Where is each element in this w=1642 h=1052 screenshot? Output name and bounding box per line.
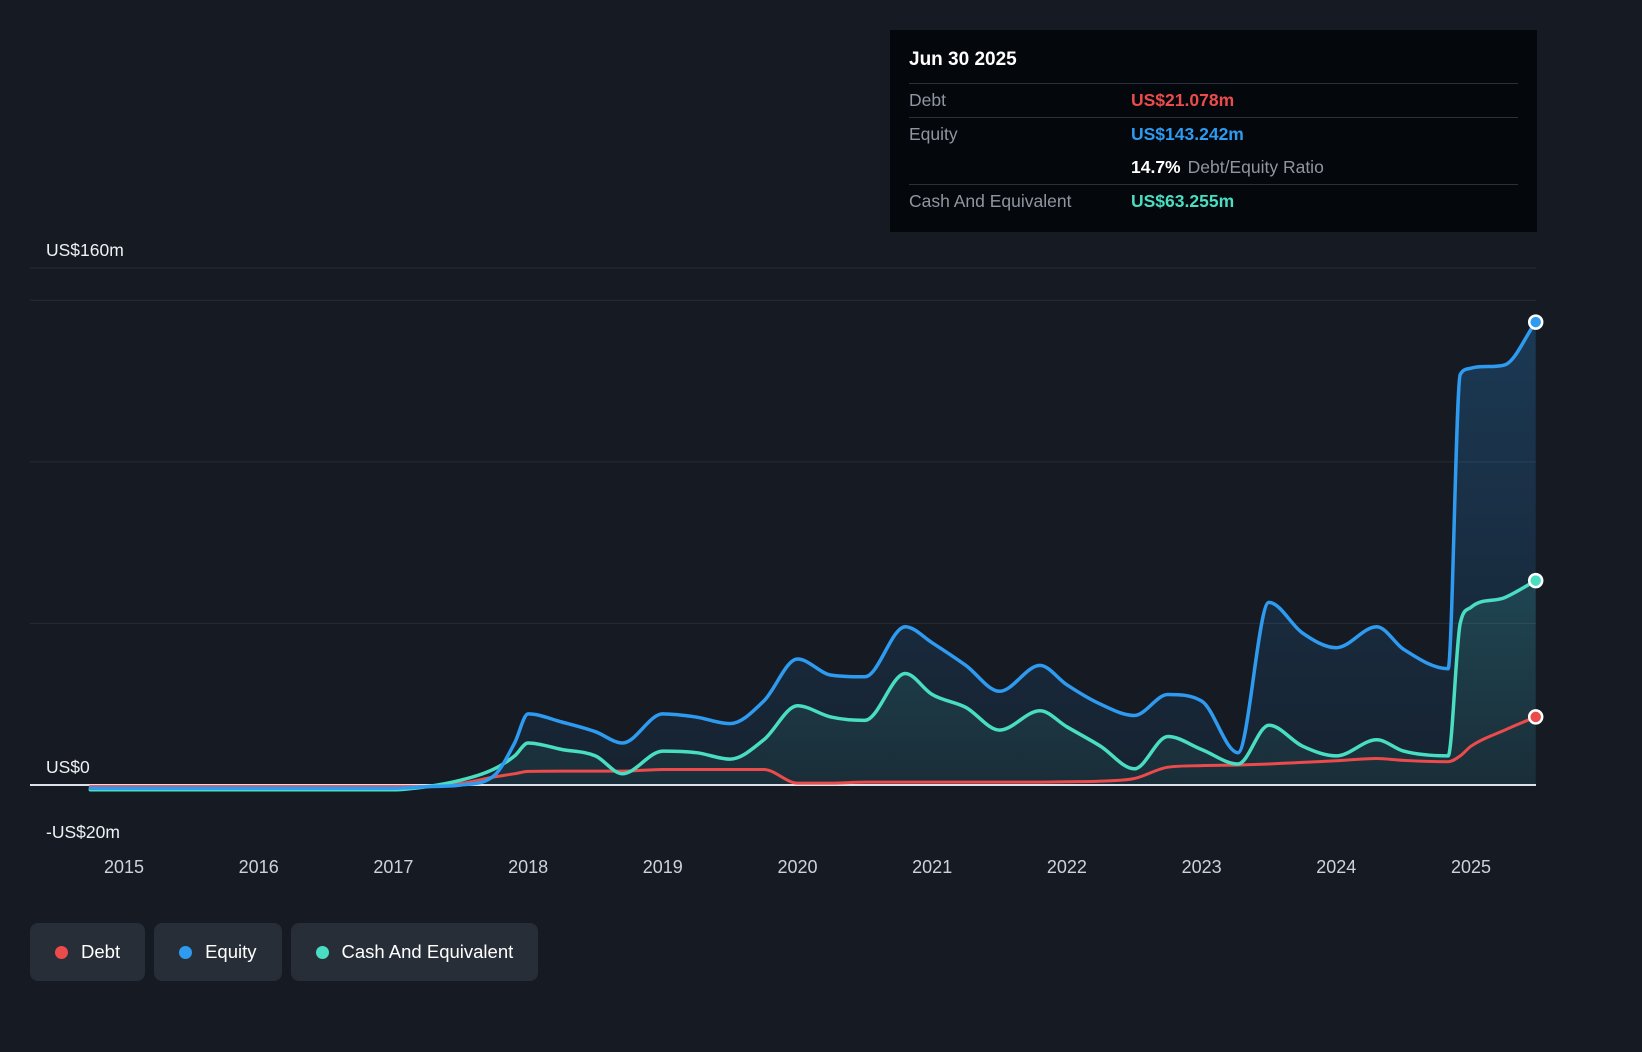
x-axis-label-2019: 2019 [642,857,683,877]
end-marker-debt [1527,709,1544,725]
x-axis-label-2023: 2023 [1181,857,1222,877]
tooltip-row-ratio: 14.7% Debt/Equity Ratio [909,151,1518,185]
legend-item-equity[interactable]: Equity [154,923,282,981]
chart-legend: Debt Equity Cash And Equivalent [30,923,539,981]
end-marker-equity [1527,314,1544,330]
x-axis-label-2016: 2016 [238,857,279,877]
x-axis-label-2024: 2024 [1316,857,1357,877]
x-axis-label-2017: 2017 [373,857,414,877]
end-marker-cash-and-equivalent [1527,572,1544,589]
tooltip-debt-value: US$21.078m [1131,90,1235,110]
tooltip-ratio-value: 14.7% [1131,157,1181,177]
x-axis-label-2021: 2021 [912,857,953,877]
tooltip-equity-label: Equity [909,124,958,144]
tooltip-equity-value: US$143.242m [1131,124,1244,144]
y-axis-label: -US$20m [46,821,120,842]
x-axis-label-2025: 2025 [1450,857,1492,877]
x-axis-label-2015: 2015 [103,857,145,877]
tooltip-cash-label: Cash And Equivalent [909,191,1072,211]
tooltip-cash-value: US$63.255m [1131,191,1235,211]
tooltip-row-cash: Cash And Equivalent US$63.255m [909,185,1518,218]
legend-dot-icon [55,945,68,959]
x-axis-label-2018: 2018 [508,857,549,877]
legend-item-cash-and-equivalent[interactable]: Cash And Equivalent [290,923,539,981]
tooltip-debt-label: Debt [909,90,946,110]
y-axis-label: US$0 [46,757,90,777]
legend-dot-icon [315,945,329,959]
line-equity [88,320,1538,790]
chart-tooltip: Jun 30 2025 Debt US$21.078m Equity US$14… [890,30,1537,232]
legend-item-debt[interactable]: Debt [30,923,146,981]
tooltip-date: Jun 30 2025 [909,43,1518,84]
x-axis-label-2020: 2020 [777,857,818,877]
legend-label: Equity [205,941,257,962]
area-equity [90,322,1536,789]
tooltip-row-equity: Equity US$143.242m [909,118,1518,151]
legend-label: Cash And Equivalent [341,941,514,962]
y-axis-label: US$160m [46,239,124,260]
x-axis-label-2022: 2022 [1046,857,1087,877]
tooltip-row-debt: Debt US$21.078m [909,84,1518,118]
legend-dot-icon [179,945,193,959]
tooltip-ratio-label: Debt/Equity Ratio [1187,157,1324,177]
legend-label: Debt [81,941,121,962]
